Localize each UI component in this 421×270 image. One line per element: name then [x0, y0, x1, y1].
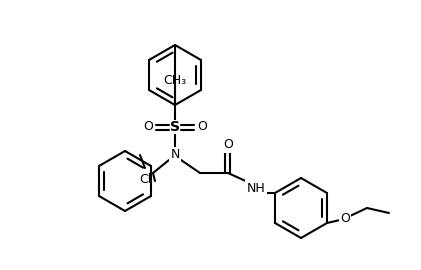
Text: CH₃: CH₃: [163, 74, 187, 87]
Text: O: O: [197, 120, 207, 133]
Text: S: S: [170, 120, 180, 134]
Text: O: O: [143, 120, 153, 133]
Text: NH: NH: [247, 181, 265, 194]
Text: N: N: [171, 148, 180, 161]
Text: Cl: Cl: [139, 173, 151, 186]
Text: O: O: [340, 211, 350, 224]
Text: O: O: [223, 139, 233, 151]
